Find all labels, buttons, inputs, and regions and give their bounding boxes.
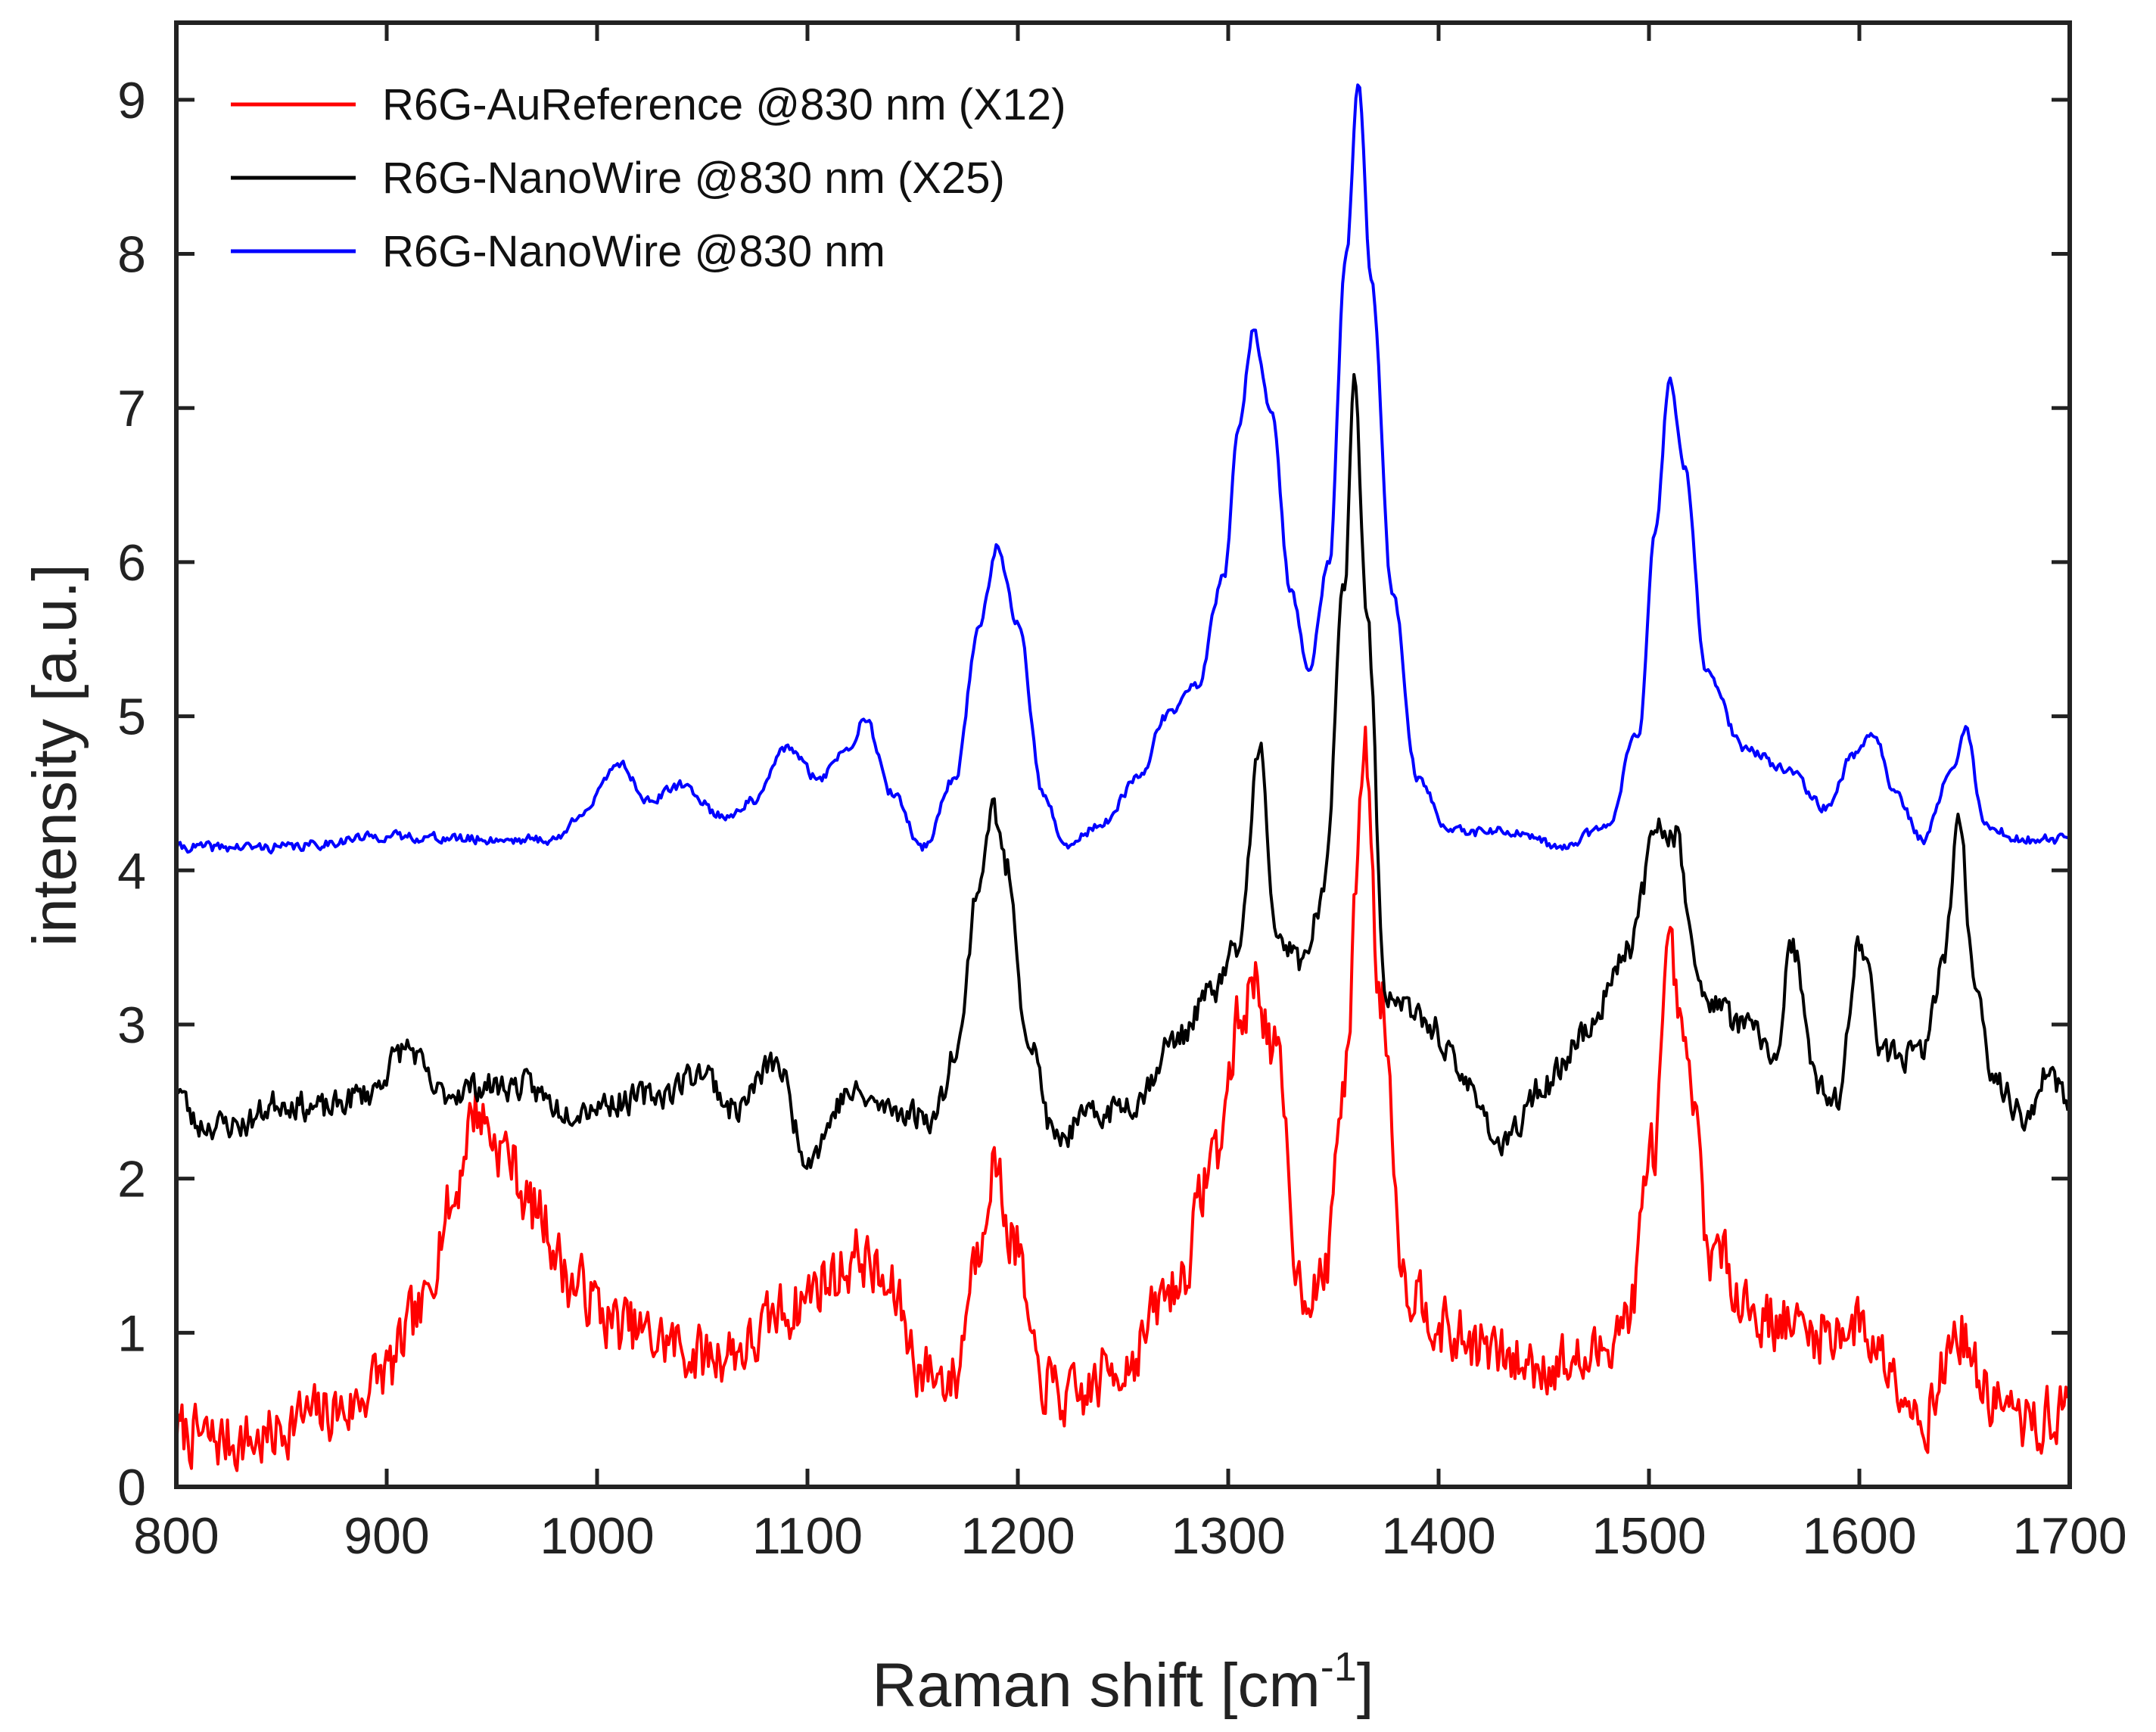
plot-frame	[174, 20, 2072, 1489]
y-tick-label-1: 1	[117, 1304, 146, 1362]
series-line-2	[175, 83, 2069, 855]
y-tick-label-0: 0	[117, 1459, 146, 1516]
x-tick-label-900: 900	[344, 1507, 429, 1565]
y-tick-label-7: 7	[117, 380, 146, 437]
y-axis-title: intensity [a.u.]	[20, 564, 89, 947]
y-tick-label-5: 5	[117, 689, 146, 746]
y-tick-label-6: 6	[117, 534, 146, 592]
legend-label-2: R6G-NanoWire @830 nm	[382, 227, 885, 276]
legend: R6G-AuReference @830 nm (X12) R6G-NanoWir…	[231, 80, 1066, 276]
y-tick-label-8: 8	[117, 226, 146, 284]
x-axis-title: Raman shift [cm-1]	[872, 1644, 1374, 1720]
legend-label-1: R6G-NanoWire @830 nm (X25)	[382, 154, 1005, 203]
series-line-0	[175, 726, 2070, 1472]
series-layer	[175, 83, 2070, 1472]
y-tick-label-9: 9	[117, 72, 146, 129]
x-tick-label-1600: 1600	[1802, 1507, 1916, 1565]
x-tick-label-1400: 1400	[1381, 1507, 1495, 1565]
x-tick-label-1500: 1500	[1591, 1507, 1706, 1565]
x-tick-label-1000: 1000	[540, 1507, 654, 1565]
tick-layer: 800 900 1000 1100 1200 1300 1400 1500 1600 1700 0 1…	[117, 23, 2127, 1565]
x-tick-label-1300: 1300	[1171, 1507, 1285, 1565]
legend-label-0: R6G-AuReference @830 nm (X12)	[382, 80, 1066, 129]
x-tick-label-800: 800	[133, 1507, 219, 1565]
x-tick-label-1700: 1700	[2012, 1507, 2126, 1565]
series-line-1	[176, 373, 2070, 1171]
x-tick-label-1200: 1200	[960, 1507, 1075, 1565]
x-tick-label-1100: 1100	[752, 1507, 863, 1565]
y-tick-label-4: 4	[117, 842, 146, 900]
y-tick-label-2: 2	[117, 1151, 146, 1208]
y-tick-label-3: 3	[117, 997, 146, 1054]
